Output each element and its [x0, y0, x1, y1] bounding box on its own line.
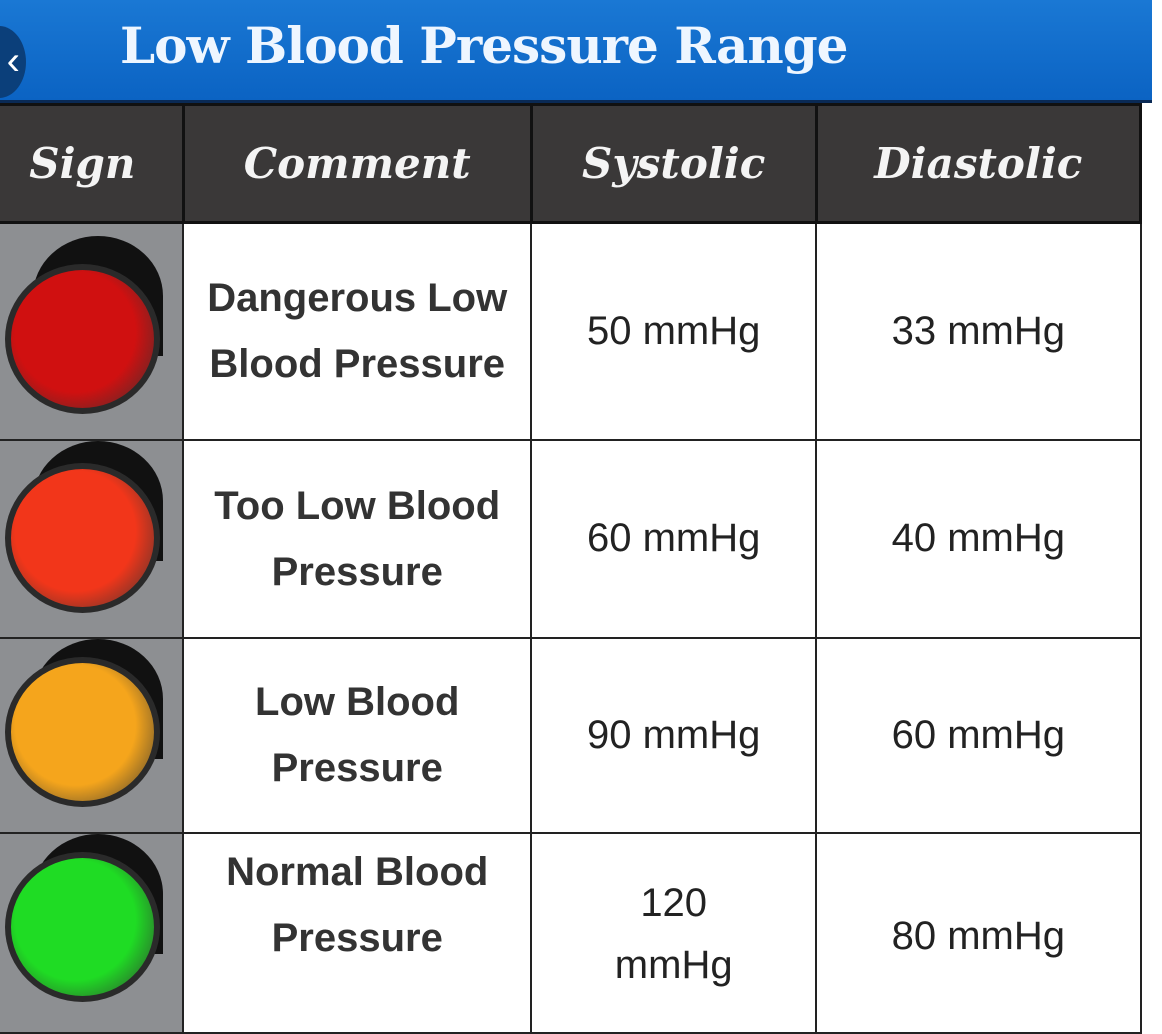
header-diastolic: Diastolic — [814, 103, 1143, 224]
comment-cell: Too Low Blood Pressure — [182, 438, 533, 639]
bp-table: Sign Comment Systolic Diastolic Dangerou… — [0, 103, 1143, 1034]
diastolic-cell: 33 mmHg — [815, 221, 1142, 441]
diastolic-cell: 80 mmHg — [815, 831, 1142, 1034]
diastolic-cell: 60 mmHg — [815, 636, 1142, 834]
systolic-cell: 120 mmHg — [530, 831, 818, 1034]
comment-cell: Low Blood Pressure — [182, 636, 533, 834]
diastolic-cell: 40 mmHg — [815, 438, 1142, 639]
header-systolic: Systolic — [529, 103, 818, 224]
green-light-icon — [4, 851, 160, 1002]
table-row: Dangerous Low Blood Pressure 50 mmHg 33 … — [0, 221, 1142, 441]
table-row: Low Blood Pressure 90 mmHg 60 mmHg — [0, 636, 1142, 834]
comment-cell: Dangerous Low Blood Pressure — [182, 221, 533, 441]
systolic-cell: 50 mmHg — [530, 221, 818, 441]
page-title: Low Blood Pressure Range — [120, 16, 848, 75]
traffic-light-green — [0, 831, 185, 1034]
comment-cell: Normal Blood Pressure — [182, 831, 533, 1034]
systolic-cell: 90 mmHg — [530, 636, 818, 834]
header-comment: Comment — [181, 103, 533, 224]
header-row: Sign Comment Systolic Diastolic — [0, 103, 1143, 224]
traffic-light-orange-red — [0, 438, 185, 639]
red-light-icon — [4, 264, 160, 414]
title-bar: Low Blood Pressure Range — [0, 0, 1152, 103]
table-row: Too Low Blood Pressure 60 mmHg 40 mmHg — [0, 438, 1142, 639]
chevron-left-icon: ‹ — [6, 39, 20, 83]
traffic-light-red — [0, 221, 185, 441]
traffic-light-amber — [0, 636, 185, 834]
systolic-cell: 60 mmHg — [530, 438, 818, 639]
orange-red-light-icon — [4, 462, 160, 613]
amber-light-icon — [4, 656, 160, 807]
header-sign: Sign — [0, 103, 185, 224]
table-row: Normal Blood Pressure 120 mmHg 80 mmHg — [0, 831, 1142, 1034]
